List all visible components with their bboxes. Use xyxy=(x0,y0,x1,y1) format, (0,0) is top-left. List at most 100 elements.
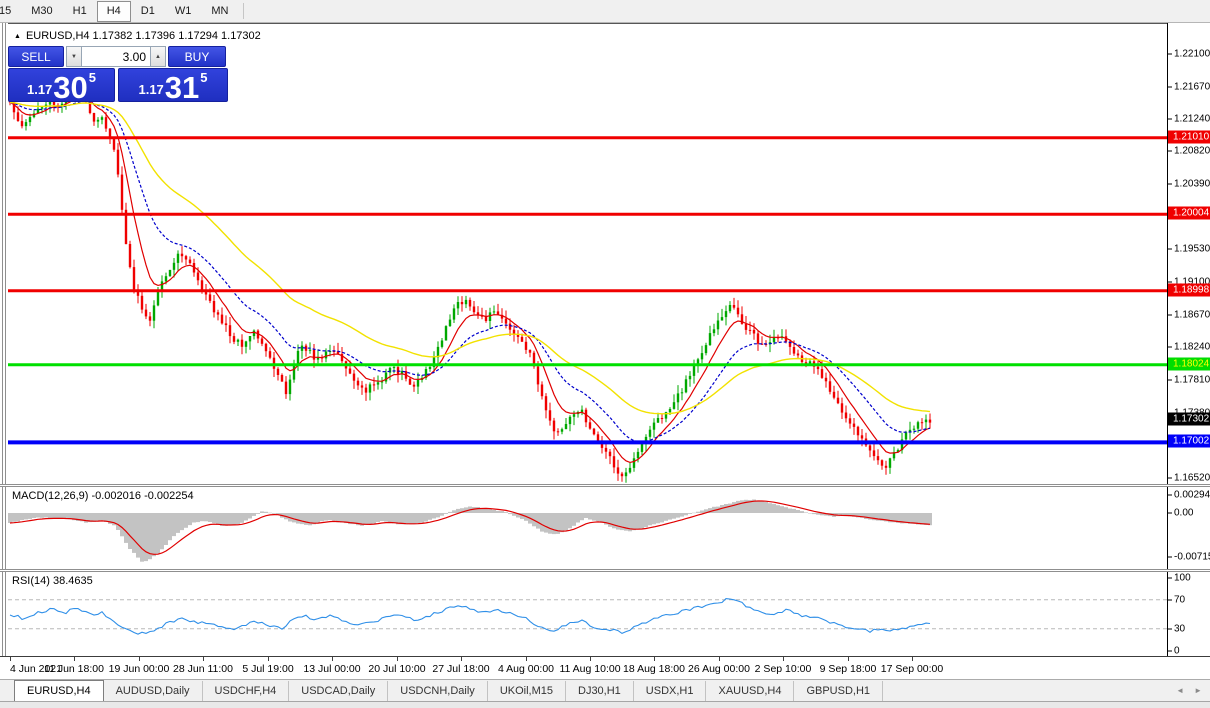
time-tick xyxy=(848,657,849,661)
axis-tick: 30 xyxy=(1168,623,1210,634)
chart-tab-usdx[interactable]: USDX,H1 xyxy=(634,680,707,701)
timeframe-toolbar: 15 M30 H1 H4 D1 W1 MN xyxy=(0,0,1210,23)
pane-splitter[interactable] xyxy=(0,484,1210,487)
chart-tab-xauusd[interactable]: XAUUSD,H4 xyxy=(706,680,795,701)
time-label: 4 Jun 2021 xyxy=(10,663,62,675)
rsi-axis[interactable]: 100 70 30 0 xyxy=(1167,572,1210,656)
price-level-badge: 1.18024 xyxy=(1168,357,1210,371)
time-axis[interactable]: 4 Jun 2021 11 Jun 18:00 19 Jun 00:00 28 Jun… xyxy=(0,656,1210,679)
buy-price-prefix: 1.17 xyxy=(138,82,164,97)
time-label: 28 Jun 11:00 xyxy=(173,663,233,675)
time-tick xyxy=(332,657,333,661)
timeframe-button-h4[interactable]: H4 xyxy=(96,0,131,22)
time-tick xyxy=(654,657,655,661)
triangle-up-icon: ▲ xyxy=(155,53,161,60)
time-tick xyxy=(590,657,591,661)
axis-tick: 1.19100 xyxy=(1168,277,1210,288)
volume-increase-button[interactable]: ▲ xyxy=(150,46,166,67)
axis-tick: 1.21240 xyxy=(1168,114,1210,125)
time-label: 5 Jul 19:00 xyxy=(242,663,294,675)
window-bottom-border xyxy=(0,701,1210,708)
time-tick xyxy=(526,657,527,661)
price-chart-pane[interactable]: ▲ EURUSD,H4 1.17382 1.17396 1.17294 1.17… xyxy=(8,23,1167,484)
axis-tick: 0.002947 xyxy=(1168,490,1210,501)
toolbar-separator xyxy=(243,3,245,19)
macd-plot[interactable] xyxy=(8,487,1167,569)
time-tick xyxy=(912,657,913,661)
time-label: 9 Sep 18:00 xyxy=(819,663,877,675)
axis-tick: 1.22100 xyxy=(1168,49,1210,60)
price-level-badge: 1.17002 xyxy=(1168,434,1210,448)
time-label: 18 Aug 18:00 xyxy=(623,663,685,675)
chart-tab-audusd[interactable]: AUDUSD,Daily xyxy=(104,680,203,701)
macd-label: MACD(12,26,9) -0.002016 -0.002254 xyxy=(12,490,194,502)
axis-tick: 0.00 xyxy=(1168,508,1210,519)
chart-tab-usdcnh[interactable]: USDCNH,Daily xyxy=(388,680,488,701)
buy-button[interactable]: BUY xyxy=(168,46,226,67)
chart-tab-ukoil[interactable]: UKOil,M15 xyxy=(488,680,566,701)
volume-stepper: ▼ ▲ xyxy=(66,46,166,67)
buy-price[interactable]: 1.17 31 5 xyxy=(118,68,228,103)
time-label: 26 Aug 00:00 xyxy=(688,663,750,675)
axis-tick: 70 xyxy=(1168,594,1210,605)
price-level-badge: 1.21010 xyxy=(1168,130,1210,144)
sell-price-prefix: 1.17 xyxy=(26,82,53,97)
macd-axis[interactable]: 0.002947 0.00 -0.007153 xyxy=(1167,487,1210,569)
triangle-down-icon: ▼ xyxy=(71,53,77,60)
price-level-badge: 1.18998 xyxy=(1168,283,1210,297)
window-left-border xyxy=(0,23,8,679)
price-level-badge: 1.20004 xyxy=(1168,206,1210,220)
timeframe-button-h1[interactable]: H1 xyxy=(72,4,87,17)
tab-scroll-right-icon[interactable]: ► xyxy=(1194,686,1202,695)
time-label: 11 Aug 10:00 xyxy=(559,663,621,675)
buy-price-sup: 5 xyxy=(200,70,208,85)
time-label: 19 Jun 00:00 xyxy=(108,663,170,675)
axis-tick: 1.19530 xyxy=(1168,244,1210,255)
rsi-plot[interactable] xyxy=(8,572,1167,656)
time-tick xyxy=(203,657,204,661)
axis-tick: 1.16520 xyxy=(1168,473,1210,484)
chart-title-row: ▲ EURUSD,H4 1.17382 1.17396 1.17294 1.17… xyxy=(14,30,261,42)
time-label: 13 Jul 00:00 xyxy=(303,663,361,675)
rsi-pane[interactable]: RSI(14) 38.4635 xyxy=(8,572,1167,656)
axis-tick: 0 xyxy=(1168,645,1210,656)
axis-tick: 1.20390 xyxy=(1168,178,1210,189)
timeframe-button-d1[interactable]: D1 xyxy=(140,4,155,17)
collapse-icon[interactable]: ▲ xyxy=(14,32,21,40)
volume-decrease-button[interactable]: ▼ xyxy=(66,46,82,67)
price-chart-plot[interactable] xyxy=(8,24,1167,484)
volume-input[interactable] xyxy=(82,46,150,67)
tab-scroll-left-icon[interactable]: ◄ xyxy=(1176,686,1185,695)
timeframe-button-w1[interactable]: W1 xyxy=(174,4,192,17)
time-label: 20 Jul 10:00 xyxy=(368,663,426,675)
time-label: 2 Sep 10:00 xyxy=(754,663,812,675)
chart-tab-dj30[interactable]: DJ30,H1 xyxy=(566,680,634,701)
time-tick xyxy=(719,657,720,661)
chart-tab-usdchf[interactable]: USDCHF,H4 xyxy=(203,680,290,701)
timeframe-button-15[interactable]: 15 xyxy=(0,4,12,17)
timeframe-button-mn[interactable]: MN xyxy=(211,4,229,17)
pane-splitter[interactable] xyxy=(0,569,1210,572)
chart-tab-usdcad[interactable]: USDCAD,Daily xyxy=(289,680,389,701)
time-tick xyxy=(397,657,398,661)
axis-tick: 100 xyxy=(1168,573,1210,584)
macd-pane[interactable]: MACD(12,26,9) -0.002016 -0.002254 xyxy=(8,487,1167,569)
axis-tick: 1.18240 xyxy=(1168,342,1210,353)
chart-tab-gbpusd[interactable]: GBPUSD,H1 xyxy=(794,680,884,701)
sell-price[interactable]: 1.17 30 5 xyxy=(8,68,115,105)
axis-tick: 1.21670 xyxy=(1168,81,1210,92)
sell-button[interactable]: SELL xyxy=(8,46,64,67)
axis-tick: -0.007153 xyxy=(1168,551,1210,562)
axis-tick: 1.18670 xyxy=(1168,309,1210,320)
price-axis[interactable]: 1.22100 1.21670 1.21240 1.20820 1.20390 1.195… xyxy=(1167,23,1210,484)
axis-tick: 1.20820 xyxy=(1168,146,1210,157)
sell-price-big: 30 xyxy=(53,70,88,105)
time-tick xyxy=(268,657,269,661)
time-tick xyxy=(74,657,75,661)
axis-tick: 1.17810 xyxy=(1168,375,1210,386)
sell-price-sup: 5 xyxy=(88,70,97,85)
timeframe-button-m30[interactable]: M30 xyxy=(31,4,53,17)
time-label: 11 Jun 18:00 xyxy=(44,663,104,675)
chart-tab-eurusd[interactable]: EURUSD,H4 xyxy=(14,679,104,702)
